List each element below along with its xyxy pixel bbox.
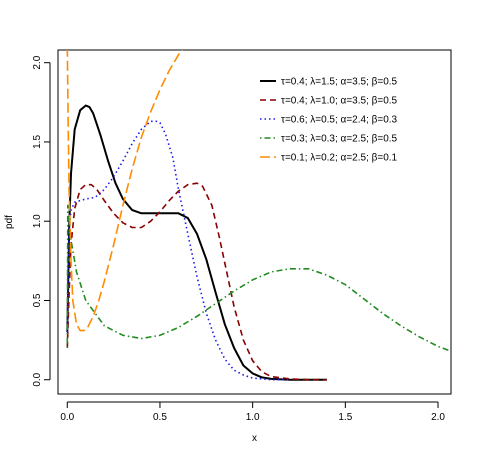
plot-frame (57, 49, 452, 395)
series-layer (66, 50, 451, 381)
legend-label-2: τ=0.4; λ=1.0; α=3.5; β=0.5 (281, 96, 398, 107)
series-line-2 (66, 182, 327, 381)
legend-label-3: τ=0.6; λ=0.5; α=2.4; β=0.3 (281, 115, 398, 126)
y-tick-label: 1.0 (32, 214, 43, 228)
series-line-5 (66, 50, 183, 332)
series-line-1 (66, 104, 327, 381)
x-tick-label: 2.0 (431, 412, 445, 423)
x-axis-label: x (252, 433, 257, 444)
axes: 0.0 0.5 1.0 1.5 2.0 0.0 0.5 1.0 1.5 2.0 (32, 49, 452, 423)
legend-label-1: τ=0.4; λ=1.5; α=3.5; β=0.5 (281, 77, 398, 88)
y-tick-label: 2.0 (32, 55, 43, 69)
y-axis-label: pdf (4, 215, 15, 229)
y-tick-label: 0.5 (32, 293, 43, 307)
x-tick-label: 0.0 (60, 412, 74, 423)
series-line-4 (66, 204, 451, 352)
y-tick-label: 0.0 (32, 372, 43, 386)
legend-label-4: τ=0.3; λ=0.3; α=2.5; β=0.5 (281, 134, 398, 145)
y-tick-label: 1.5 (32, 135, 43, 149)
x-tick-label: 0.5 (153, 412, 167, 423)
x-tick-label: 1.0 (246, 412, 260, 423)
series-line-3 (66, 120, 290, 381)
legend-label-5: τ=0.1; λ=0.2; α=2.5; β=0.1 (281, 153, 398, 164)
legend: τ=0.4; λ=1.5; α=3.5; β=0.5 τ=0.4; λ=1.0; … (260, 77, 398, 164)
x-tick-label: 1.5 (338, 412, 352, 423)
